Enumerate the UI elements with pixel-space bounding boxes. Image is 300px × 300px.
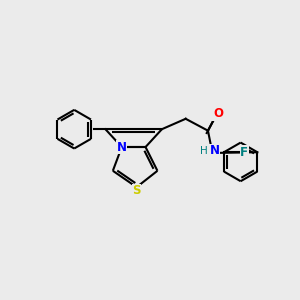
Text: N: N [210, 144, 220, 157]
Text: H: H [200, 146, 208, 156]
Text: F: F [240, 146, 248, 159]
Text: N: N [117, 140, 127, 154]
Text: S: S [132, 184, 141, 197]
Text: O: O [213, 107, 223, 120]
